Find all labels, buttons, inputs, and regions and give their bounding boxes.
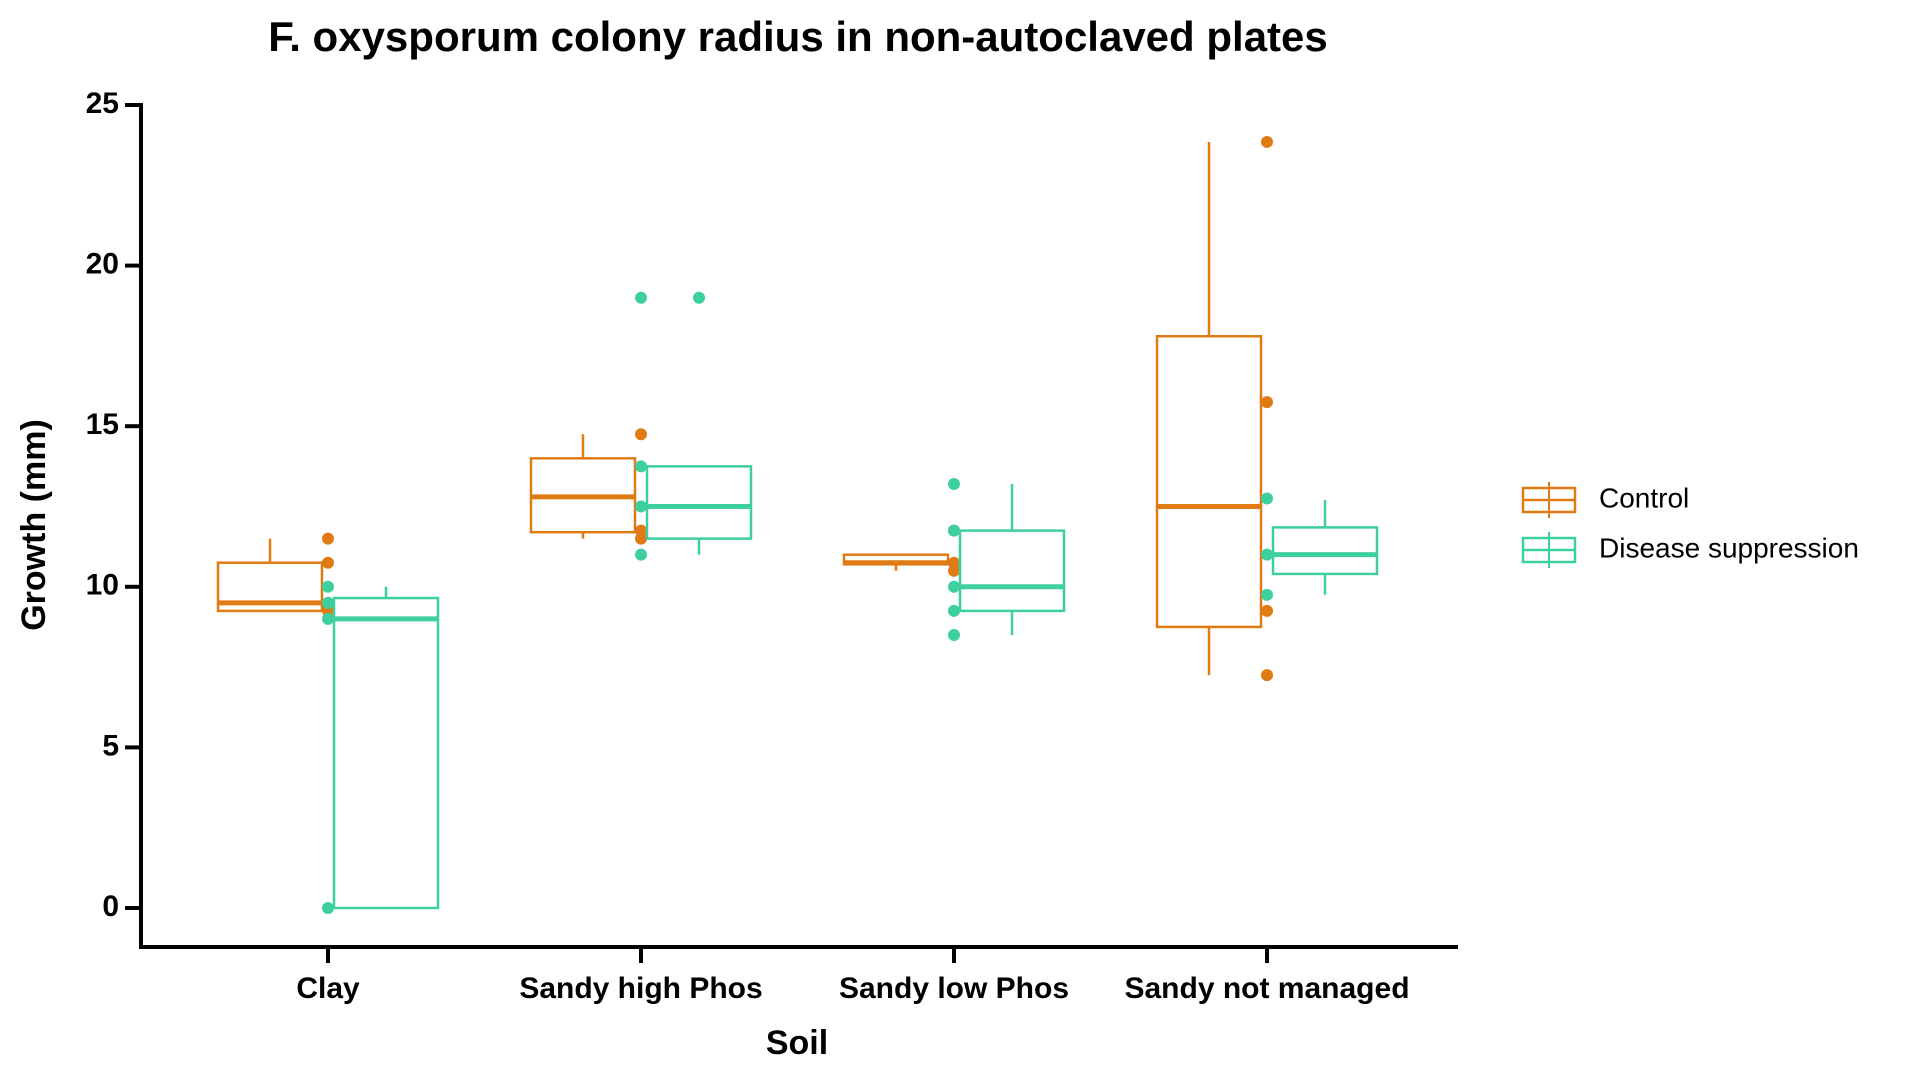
data-point	[948, 580, 960, 593]
data-point	[635, 428, 647, 441]
y-tick-label: 15	[86, 408, 119, 441]
x-tick-label: Sandy high Phos	[519, 972, 762, 1005]
x-axis-label: Soil	[766, 1024, 828, 1062]
chart-title: F. oxysporum colony radius in non-autocl…	[268, 13, 1328, 60]
data-point	[322, 580, 334, 593]
x-tick-label: Sandy low Phos	[839, 972, 1069, 1005]
x-tick-label: Sandy not managed	[1124, 972, 1409, 1005]
y-tick-label: 10	[86, 569, 119, 602]
data-point	[1261, 396, 1273, 409]
data-point	[635, 532, 647, 545]
data-point	[322, 596, 334, 609]
y-tick-label: 20	[86, 248, 119, 281]
data-point	[635, 460, 647, 473]
y-axis-label: Growth (mm)	[15, 419, 53, 631]
data-point	[948, 478, 960, 491]
data-point	[322, 532, 334, 545]
data-point	[1261, 669, 1273, 682]
legend-label: Control	[1599, 482, 1689, 513]
box	[332, 596, 440, 910]
data-point	[322, 556, 334, 569]
box	[1155, 335, 1263, 629]
data-point	[948, 604, 960, 617]
box	[645, 465, 753, 540]
y-tick-label: 25	[86, 87, 119, 120]
data-point	[1261, 604, 1273, 617]
data-point	[1261, 135, 1273, 148]
data-point	[322, 612, 334, 625]
data-point	[635, 548, 647, 561]
data-point	[1261, 588, 1273, 601]
data-point	[635, 500, 647, 513]
data-point	[948, 628, 960, 641]
data-point	[948, 524, 960, 537]
y-tick-label: 5	[102, 729, 119, 762]
box	[958, 529, 1066, 613]
x-tick-label: Clay	[296, 972, 360, 1005]
data-point	[1261, 548, 1273, 561]
data-point	[1261, 492, 1273, 505]
data-point	[948, 564, 960, 577]
box	[1271, 526, 1379, 576]
data-point	[322, 902, 334, 914]
legend-label: Disease suppression	[1599, 532, 1859, 563]
data-point	[635, 291, 647, 304]
outlier	[693, 291, 705, 304]
y-tick-label: 0	[102, 890, 119, 923]
